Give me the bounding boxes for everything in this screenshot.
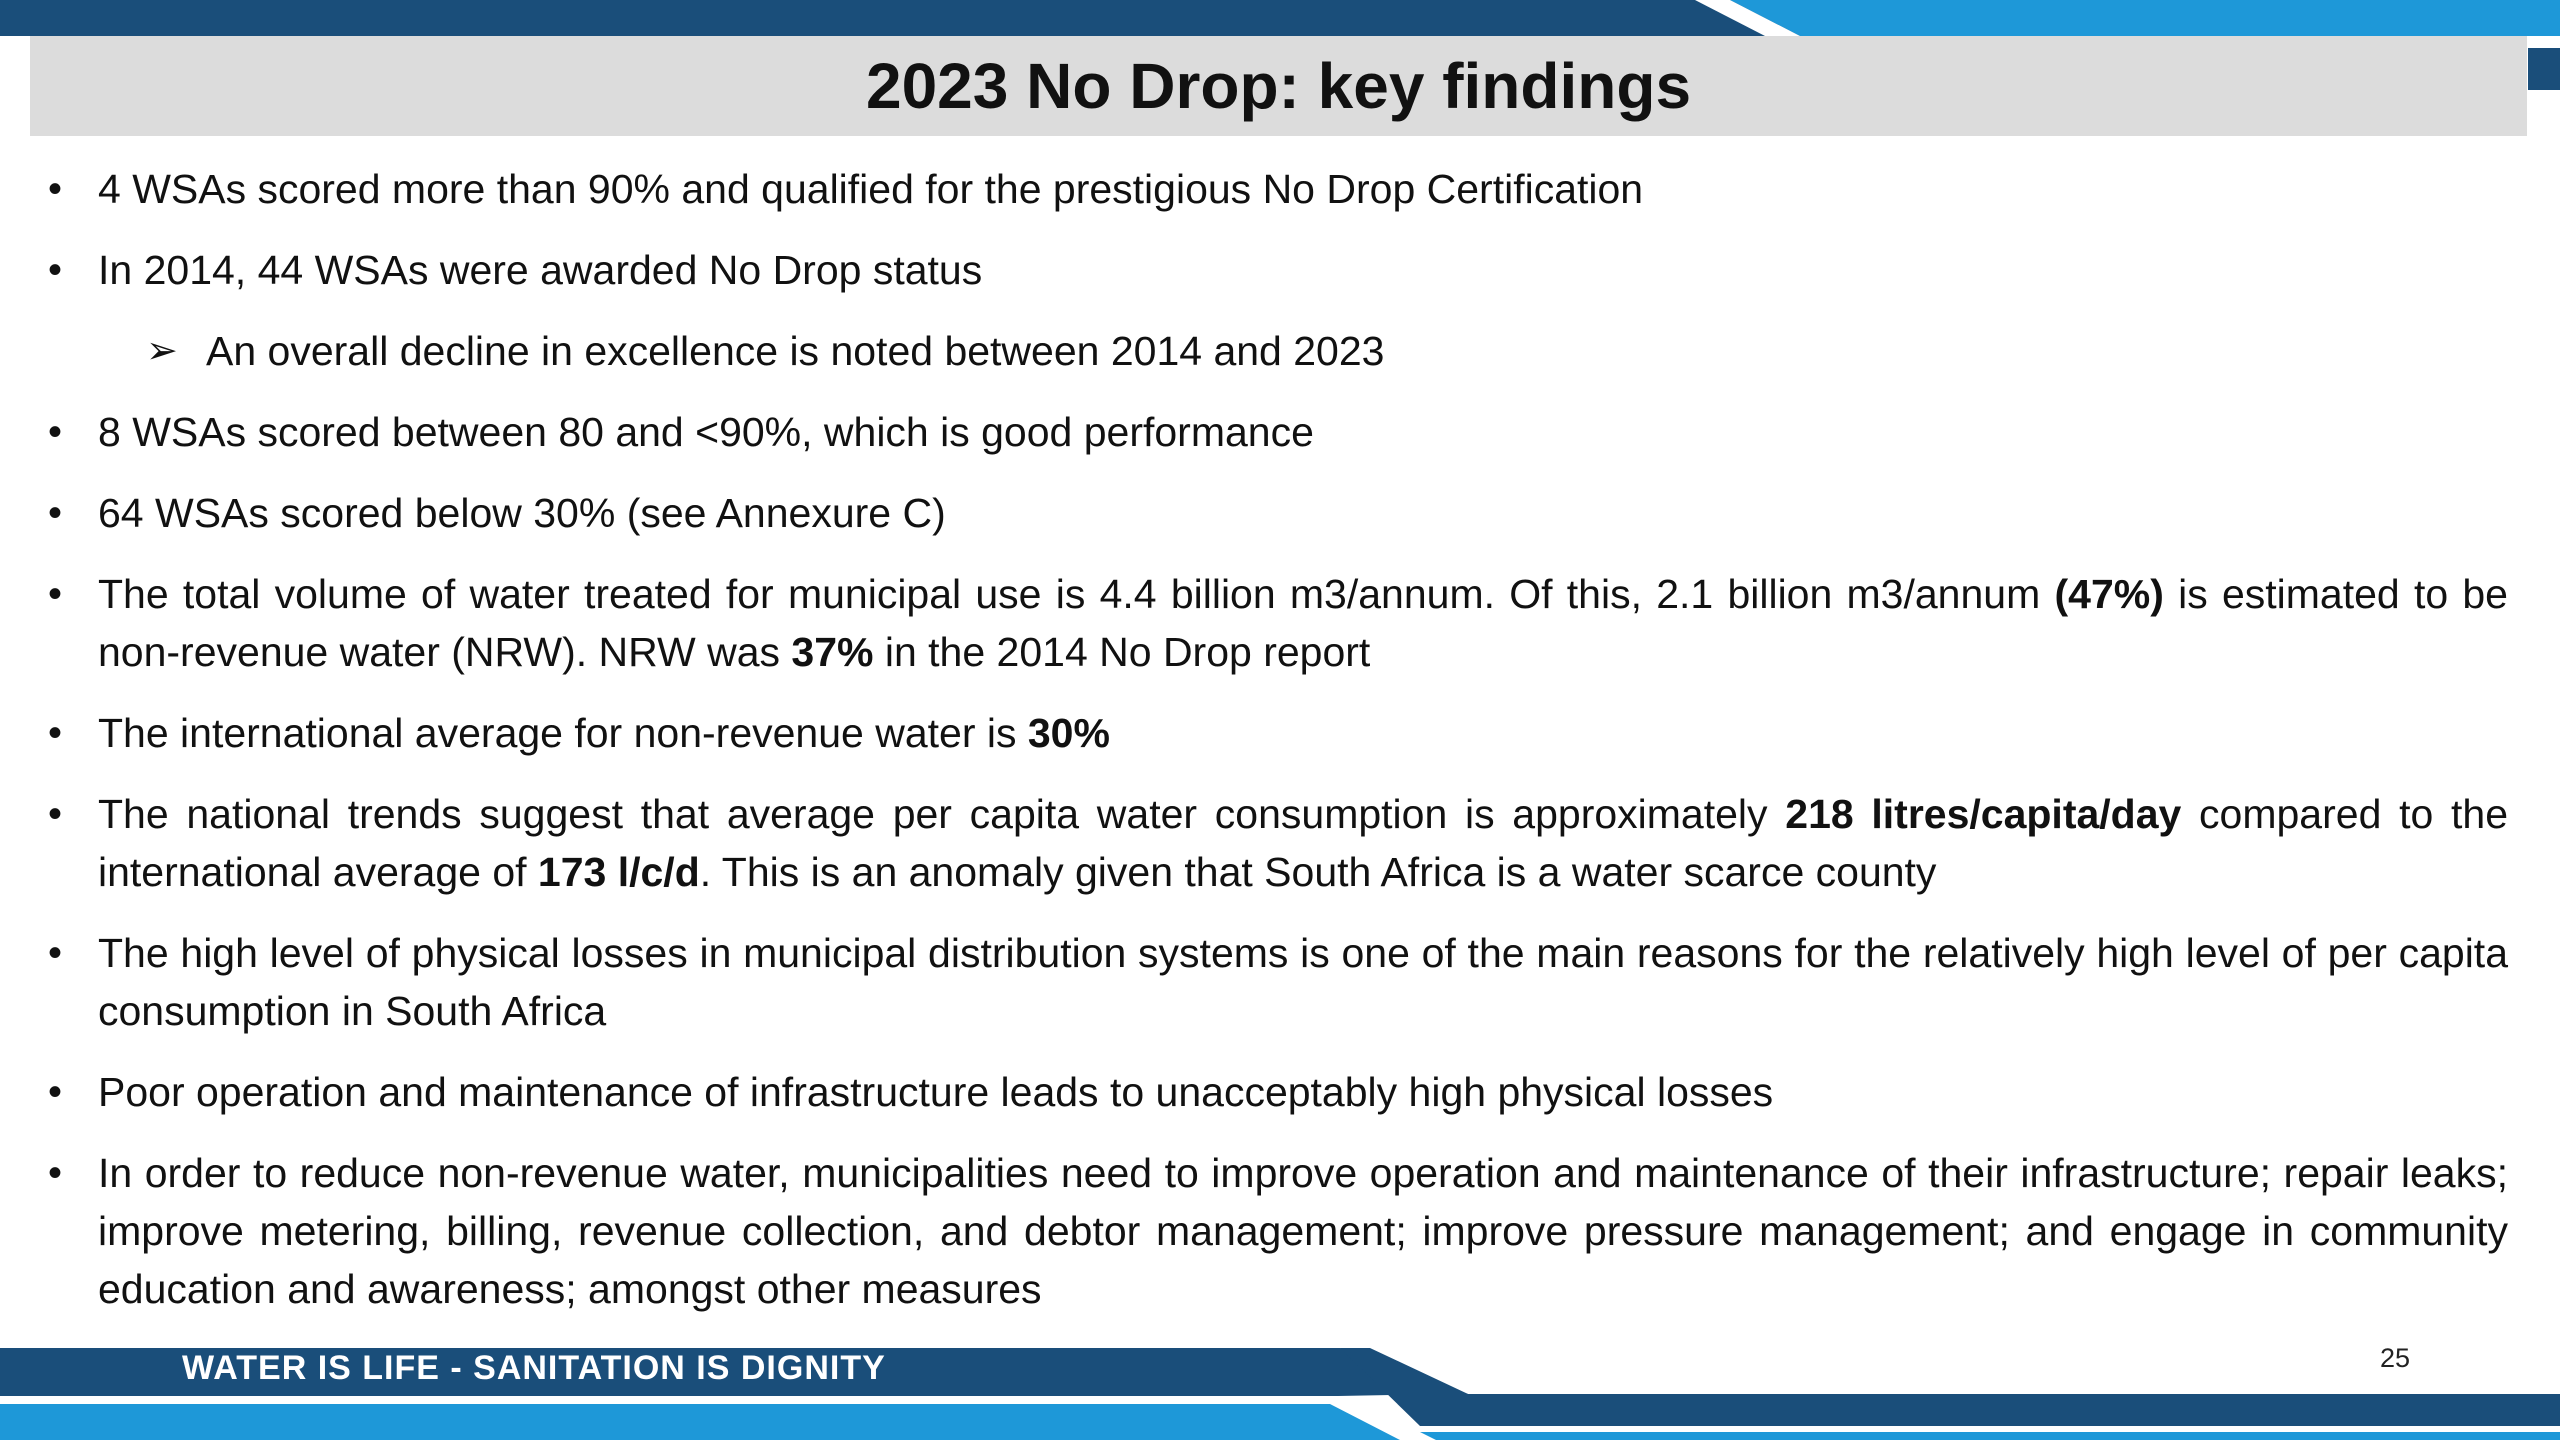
- finding-highlight: (47%): [2054, 571, 2164, 617]
- page-number: 25: [2379, 1343, 2411, 1373]
- finding-text: 4 WSAs scored more than 90% and qualifie…: [98, 166, 1644, 212]
- bullet-icon: •: [48, 491, 63, 535]
- finding-item: • The national trends suggest that avera…: [0, 785, 2560, 901]
- finding-item: • Poor operation and maintenance of infr…: [0, 1063, 2560, 1121]
- finding-text: The total volume of water treated for mu…: [98, 571, 2508, 675]
- finding-text: The national trends suggest that average…: [98, 791, 2508, 895]
- finding-text: The high level of physical losses in mun…: [98, 930, 2508, 1034]
- top-decorative-band: [0, 0, 2560, 36]
- title-bar: 2023 No Drop: key findings: [30, 36, 2527, 136]
- finding-sub-item: ➢ An overall decline in excellence is no…: [0, 322, 2560, 380]
- finding-item: • 8 WSAs scored between 80 and <90%, whi…: [0, 403, 2560, 461]
- finding-text: 64 WSAs scored below 30% (see Annexure C…: [98, 490, 946, 536]
- bullet-icon: •: [48, 931, 63, 975]
- bullet-icon: •: [48, 248, 63, 292]
- footer-band-light-right: [1420, 1432, 2560, 1440]
- finding-text-part: The international average for non-revenu…: [98, 710, 1028, 756]
- bullet-icon: •: [48, 792, 63, 836]
- footer-band-dark-left: [0, 1348, 1468, 1396]
- finding-item: • 4 WSAs scored more than 90% and qualif…: [0, 160, 2560, 218]
- finding-highlight: 173 l/c/d: [537, 849, 700, 895]
- finding-text: Poor operation and maintenance of infras…: [98, 1069, 1774, 1115]
- footer-band: [0, 1348, 2560, 1440]
- findings-list: • 4 WSAs scored more than 90% and qualif…: [0, 160, 2560, 1341]
- finding-text-part: is estimated to be non-revenue water (NR…: [98, 571, 2508, 675]
- top-band-white-stripe: [1695, 0, 1800, 36]
- finding-text-part: The national trends suggest that average…: [98, 791, 1786, 837]
- finding-highlight: 37%: [791, 629, 874, 675]
- arrow-bullet-icon: ➢: [146, 330, 178, 372]
- bullet-icon: •: [48, 711, 63, 755]
- bullet-icon: •: [48, 410, 63, 454]
- finding-item: • The total volume of water treated for …: [0, 565, 2560, 681]
- finding-item: • The international average for non-reve…: [0, 704, 2560, 762]
- footer-band-dark-right: [1340, 1348, 2560, 1426]
- finding-text: 8 WSAs scored between 80 and <90%, which…: [98, 409, 1314, 455]
- finding-text: The international average for non-revenu…: [98, 710, 1110, 756]
- bullet-icon: •: [48, 1070, 63, 1114]
- bullet-icon: •: [48, 167, 63, 211]
- finding-item: • In order to reduce non-revenue water, …: [0, 1144, 2560, 1318]
- finding-highlight: 218 litres/capita/day: [1785, 791, 2182, 837]
- finding-highlight: 30%: [1027, 710, 1110, 756]
- finding-text-part: . This is an anomaly given that South Af…: [699, 849, 1937, 895]
- bullet-icon: •: [48, 1151, 63, 1195]
- bullet-icon: •: [48, 572, 63, 616]
- finding-item: • In 2014, 44 WSAs were awarded No Drop …: [0, 241, 2560, 299]
- finding-text-part: The total volume of water treated for mu…: [98, 571, 2055, 617]
- footer-slogan: WATER IS LIFE - SANITATION IS DIGNITY: [182, 1349, 886, 1387]
- page-title: 2023 No Drop: key findings: [865, 50, 1692, 122]
- finding-text: In 2014, 44 WSAs were awarded No Drop st…: [98, 247, 983, 293]
- finding-text: In order to reduce non-revenue water, mu…: [98, 1150, 2508, 1312]
- top-band-light: [1730, 0, 2560, 36]
- title-side-notch: [2528, 48, 2560, 90]
- finding-item: • The high level of physical losses in m…: [0, 924, 2560, 1040]
- finding-text-part: in the 2014 No Drop report: [873, 629, 1371, 675]
- footer-band-light: [0, 1404, 1400, 1440]
- finding-text: An overall decline in excellence is note…: [206, 328, 1385, 374]
- finding-item: • 64 WSAs scored below 30% (see Annexure…: [0, 484, 2560, 542]
- finding-text-part: compared to the international average of: [98, 791, 2508, 895]
